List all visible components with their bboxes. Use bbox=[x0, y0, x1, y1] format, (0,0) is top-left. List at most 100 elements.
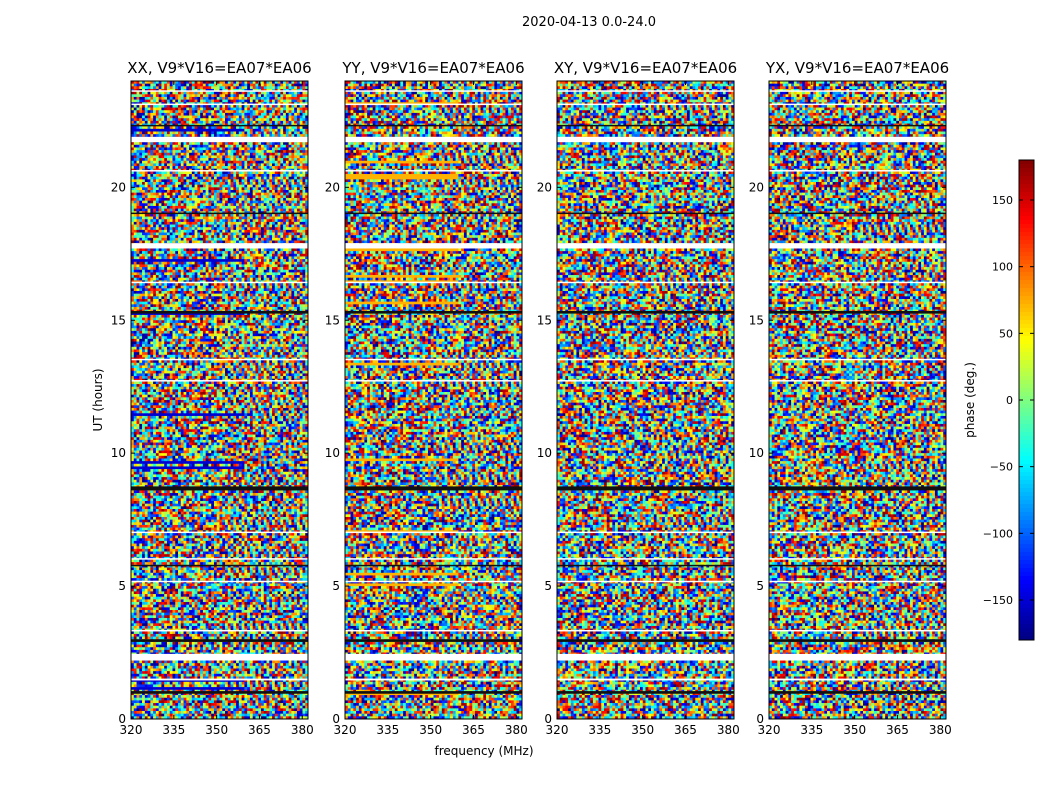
colorbar-segment bbox=[1019, 608, 1034, 612]
flagged-gap bbox=[345, 213, 522, 215]
colorbar-segment bbox=[1019, 516, 1034, 520]
colorbar-segment bbox=[1019, 392, 1034, 396]
y-tick-label: 20 bbox=[749, 180, 764, 194]
colorbar-segment bbox=[1019, 508, 1034, 512]
flagged-gap bbox=[345, 170, 522, 172]
colorbar-segment bbox=[1019, 564, 1034, 568]
flagged-gap bbox=[557, 630, 734, 632]
flagged-gap bbox=[557, 639, 734, 642]
flagged-gap bbox=[345, 137, 522, 142]
panel-title: YY, V9*V16=EA07*EA06 bbox=[341, 59, 524, 77]
colorbar-segment bbox=[1019, 632, 1034, 636]
flagged-gap bbox=[769, 691, 946, 694]
colorbar-segment bbox=[1019, 520, 1034, 524]
flagged-gap bbox=[557, 486, 734, 490]
flagged-gap bbox=[345, 243, 522, 248]
flagged-gap bbox=[769, 359, 946, 361]
flagged-gap bbox=[557, 104, 734, 106]
flagged-gap bbox=[769, 311, 946, 314]
flagged-gap bbox=[345, 359, 522, 361]
colorbar-segment bbox=[1019, 412, 1034, 416]
colorbar-segment bbox=[1019, 280, 1034, 284]
colorbar-segment bbox=[1019, 420, 1034, 424]
flagged-gap bbox=[769, 90, 946, 92]
colorbar-segment bbox=[1019, 328, 1034, 332]
x-tick-label: 350 bbox=[419, 723, 442, 737]
colorbar-segment bbox=[1019, 340, 1034, 344]
colorbar-segment bbox=[1019, 296, 1034, 300]
panel-title: XX, V9*V16=EA07*EA06 bbox=[127, 59, 311, 77]
colorbar-segment bbox=[1019, 164, 1034, 168]
colorbar-segment bbox=[1019, 444, 1034, 448]
y-tick-label: 15 bbox=[749, 313, 764, 327]
flagged-gap bbox=[345, 581, 522, 583]
colorbar-segment bbox=[1019, 160, 1034, 164]
colorbar-segment bbox=[1019, 436, 1034, 440]
flagged-gap bbox=[131, 170, 308, 172]
colorbar-segment bbox=[1019, 168, 1034, 172]
colorbar-segment bbox=[1019, 360, 1034, 364]
colorbar-segment bbox=[1019, 476, 1034, 480]
colorbar-tick-label: 50 bbox=[999, 327, 1013, 340]
colorbar-tick-label: −50 bbox=[990, 461, 1013, 474]
flagged-gap bbox=[131, 532, 308, 534]
panel-title: XY, V9*V16=EA07*EA06 bbox=[554, 59, 737, 77]
flagged-gap bbox=[557, 359, 734, 361]
y-tick-label: 20 bbox=[111, 180, 126, 194]
colorbar-segment bbox=[1019, 336, 1034, 340]
flagged-gap bbox=[131, 213, 308, 215]
colorbar-segment bbox=[1019, 252, 1034, 256]
y-tick-label: 5 bbox=[118, 579, 126, 593]
flagged-gap bbox=[131, 125, 308, 127]
flagged-gap bbox=[557, 137, 734, 142]
colorbar-segment bbox=[1019, 372, 1034, 376]
y-tick-label: 20 bbox=[325, 180, 340, 194]
colorbar-segment bbox=[1019, 468, 1034, 472]
colorbar-segment bbox=[1019, 532, 1034, 536]
y-tick-label: 5 bbox=[332, 579, 340, 593]
flagged-gap bbox=[131, 691, 308, 694]
y-tick-label: 15 bbox=[325, 313, 340, 327]
colorbar-segment bbox=[1019, 628, 1034, 632]
colorbar-segment bbox=[1019, 540, 1034, 544]
flagged-gap bbox=[557, 581, 734, 583]
colorbar-segment bbox=[1019, 228, 1034, 232]
flagged-gap bbox=[131, 104, 308, 106]
colorbar-segment bbox=[1019, 300, 1034, 304]
colorbar-segment bbox=[1019, 456, 1034, 460]
colorbar-segment bbox=[1019, 284, 1034, 288]
colorbar-tick-label: 150 bbox=[992, 194, 1013, 207]
colorbar-segment bbox=[1019, 224, 1034, 228]
colorbar-segment bbox=[1019, 292, 1034, 296]
flagged-gap bbox=[769, 630, 946, 632]
flagged-gap bbox=[769, 581, 946, 583]
colorbar-segment bbox=[1019, 592, 1034, 596]
colorbar-segment bbox=[1019, 316, 1034, 320]
colorbar-segment bbox=[1019, 332, 1034, 336]
colorbar-segment bbox=[1019, 624, 1034, 628]
flagged-gap bbox=[557, 565, 734, 567]
flagged-gap bbox=[345, 630, 522, 632]
colorbar-segment bbox=[1019, 536, 1034, 540]
flagged-gap bbox=[345, 558, 522, 560]
y-tick-label: 5 bbox=[544, 579, 552, 593]
flagged-gap bbox=[769, 654, 946, 661]
flagged-gap bbox=[131, 243, 308, 248]
flagged-gap bbox=[769, 282, 946, 284]
colorbar-segment bbox=[1019, 484, 1034, 488]
colorbar-segment bbox=[1019, 276, 1034, 280]
y-tick-label: 10 bbox=[111, 446, 126, 460]
flagged-gap bbox=[557, 654, 734, 661]
flagged-gap bbox=[345, 639, 522, 642]
colorbar-segment bbox=[1019, 308, 1034, 312]
flagged-gap bbox=[557, 532, 734, 534]
flagged-gap bbox=[769, 104, 946, 106]
x-tick-label: 365 bbox=[674, 723, 697, 737]
y-tick-label: 10 bbox=[325, 446, 340, 460]
colorbar-segment bbox=[1019, 176, 1034, 180]
flagged-gap bbox=[345, 104, 522, 106]
colorbar-segment bbox=[1019, 556, 1034, 560]
colorbar-label: phase (deg.) bbox=[963, 362, 977, 438]
flagged-gap bbox=[131, 565, 308, 567]
